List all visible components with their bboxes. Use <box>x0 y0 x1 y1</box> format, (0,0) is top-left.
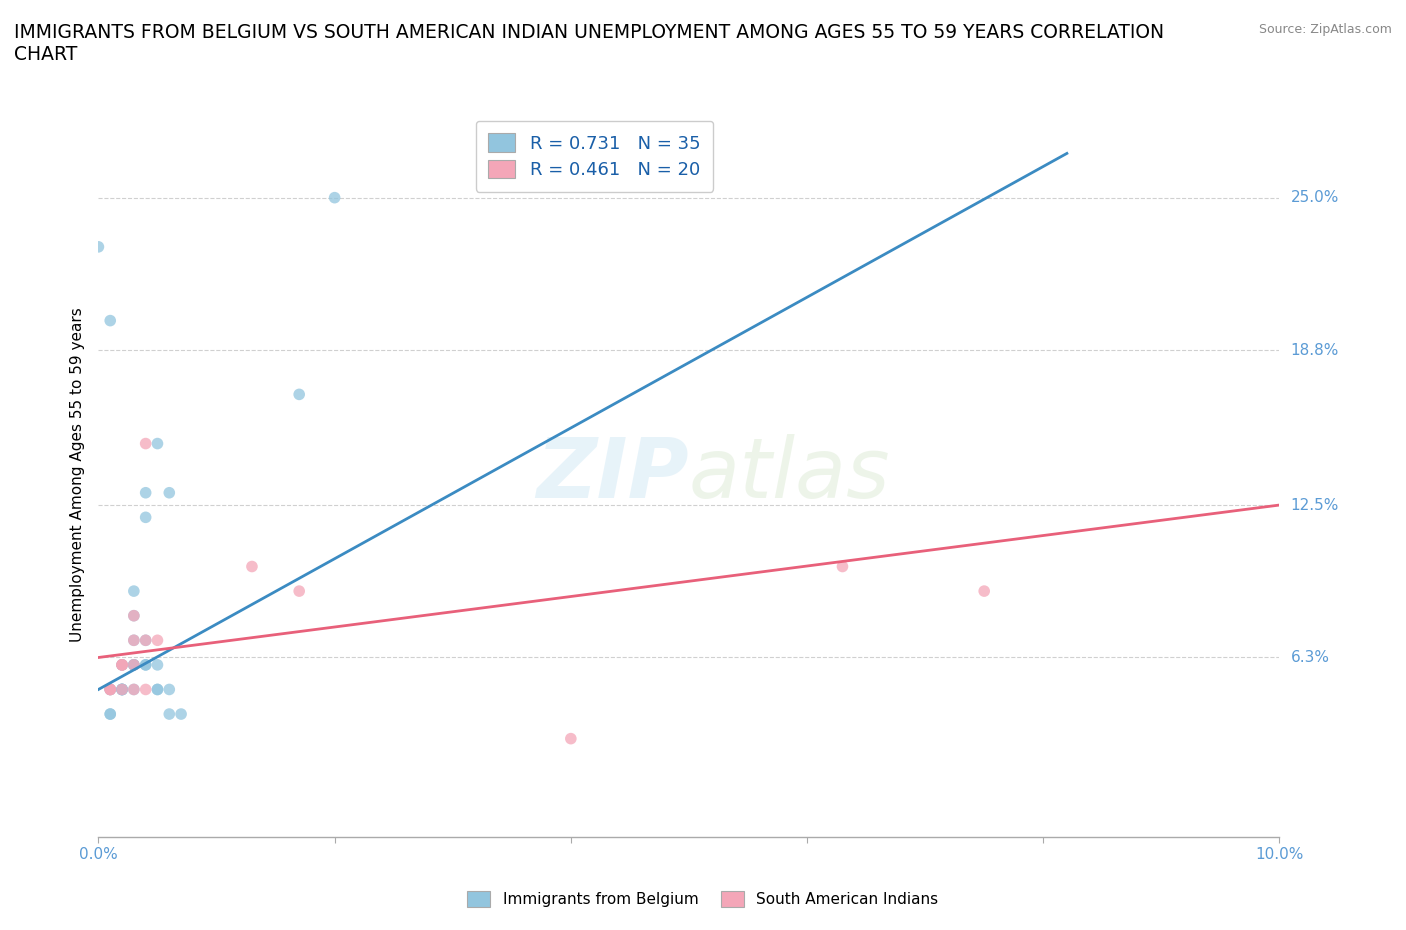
Point <box>98 682 121 697</box>
Point <box>111 682 134 697</box>
Point <box>98 682 121 697</box>
Point <box>146 632 169 647</box>
Point <box>135 682 157 697</box>
Point <box>122 608 145 623</box>
Point <box>146 682 169 697</box>
Point <box>111 658 134 672</box>
Point <box>146 682 169 697</box>
Point <box>146 436 169 451</box>
Point <box>973 584 995 599</box>
Point <box>98 313 121 328</box>
Text: 12.5%: 12.5% <box>1291 498 1339 512</box>
Point <box>157 485 180 500</box>
Point <box>122 658 145 672</box>
Point <box>240 559 263 574</box>
Point <box>98 707 121 722</box>
Text: ZIP: ZIP <box>536 433 689 515</box>
Point <box>111 658 134 672</box>
Point <box>98 682 121 697</box>
Point <box>98 682 121 697</box>
Point <box>135 510 157 525</box>
Legend: Immigrants from Belgium, South American Indians: Immigrants from Belgium, South American … <box>461 884 945 913</box>
Point <box>288 387 311 402</box>
Point <box>122 584 145 599</box>
Point <box>122 632 145 647</box>
Point <box>157 682 180 697</box>
Point <box>122 608 145 623</box>
Point <box>98 707 121 722</box>
Point <box>135 632 157 647</box>
Point <box>135 485 157 500</box>
Text: atlas: atlas <box>689 433 890 515</box>
Point <box>111 682 134 697</box>
Point <box>146 658 169 672</box>
Point <box>122 658 145 672</box>
Point <box>135 658 157 672</box>
Point <box>135 436 157 451</box>
Point <box>111 682 134 697</box>
Text: 25.0%: 25.0% <box>1291 190 1339 206</box>
Point <box>111 658 134 672</box>
Point <box>323 191 346 206</box>
Point <box>122 658 145 672</box>
Text: Source: ZipAtlas.com: Source: ZipAtlas.com <box>1258 23 1392 36</box>
Point <box>98 682 121 697</box>
Text: IMMIGRANTS FROM BELGIUM VS SOUTH AMERICAN INDIAN UNEMPLOYMENT AMONG AGES 55 TO 5: IMMIGRANTS FROM BELGIUM VS SOUTH AMERICA… <box>14 23 1164 64</box>
Point <box>135 632 157 647</box>
Point <box>111 682 134 697</box>
Point <box>122 632 145 647</box>
Point <box>831 559 853 574</box>
Point <box>157 707 180 722</box>
Point <box>111 658 134 672</box>
Text: 18.8%: 18.8% <box>1291 342 1339 358</box>
Point <box>560 731 582 746</box>
Point <box>135 658 157 672</box>
Point <box>122 682 145 697</box>
Point <box>87 239 110 254</box>
Point <box>288 584 311 599</box>
Y-axis label: Unemployment Among Ages 55 to 59 years: Unemployment Among Ages 55 to 59 years <box>70 307 86 642</box>
Point <box>111 658 134 672</box>
Text: 6.3%: 6.3% <box>1291 650 1330 665</box>
Point <box>111 682 134 697</box>
Point <box>170 707 193 722</box>
Legend: R = 0.731   N = 35, R = 0.461   N = 20: R = 0.731 N = 35, R = 0.461 N = 20 <box>475 121 713 192</box>
Point <box>111 682 134 697</box>
Point <box>122 658 145 672</box>
Point <box>122 682 145 697</box>
